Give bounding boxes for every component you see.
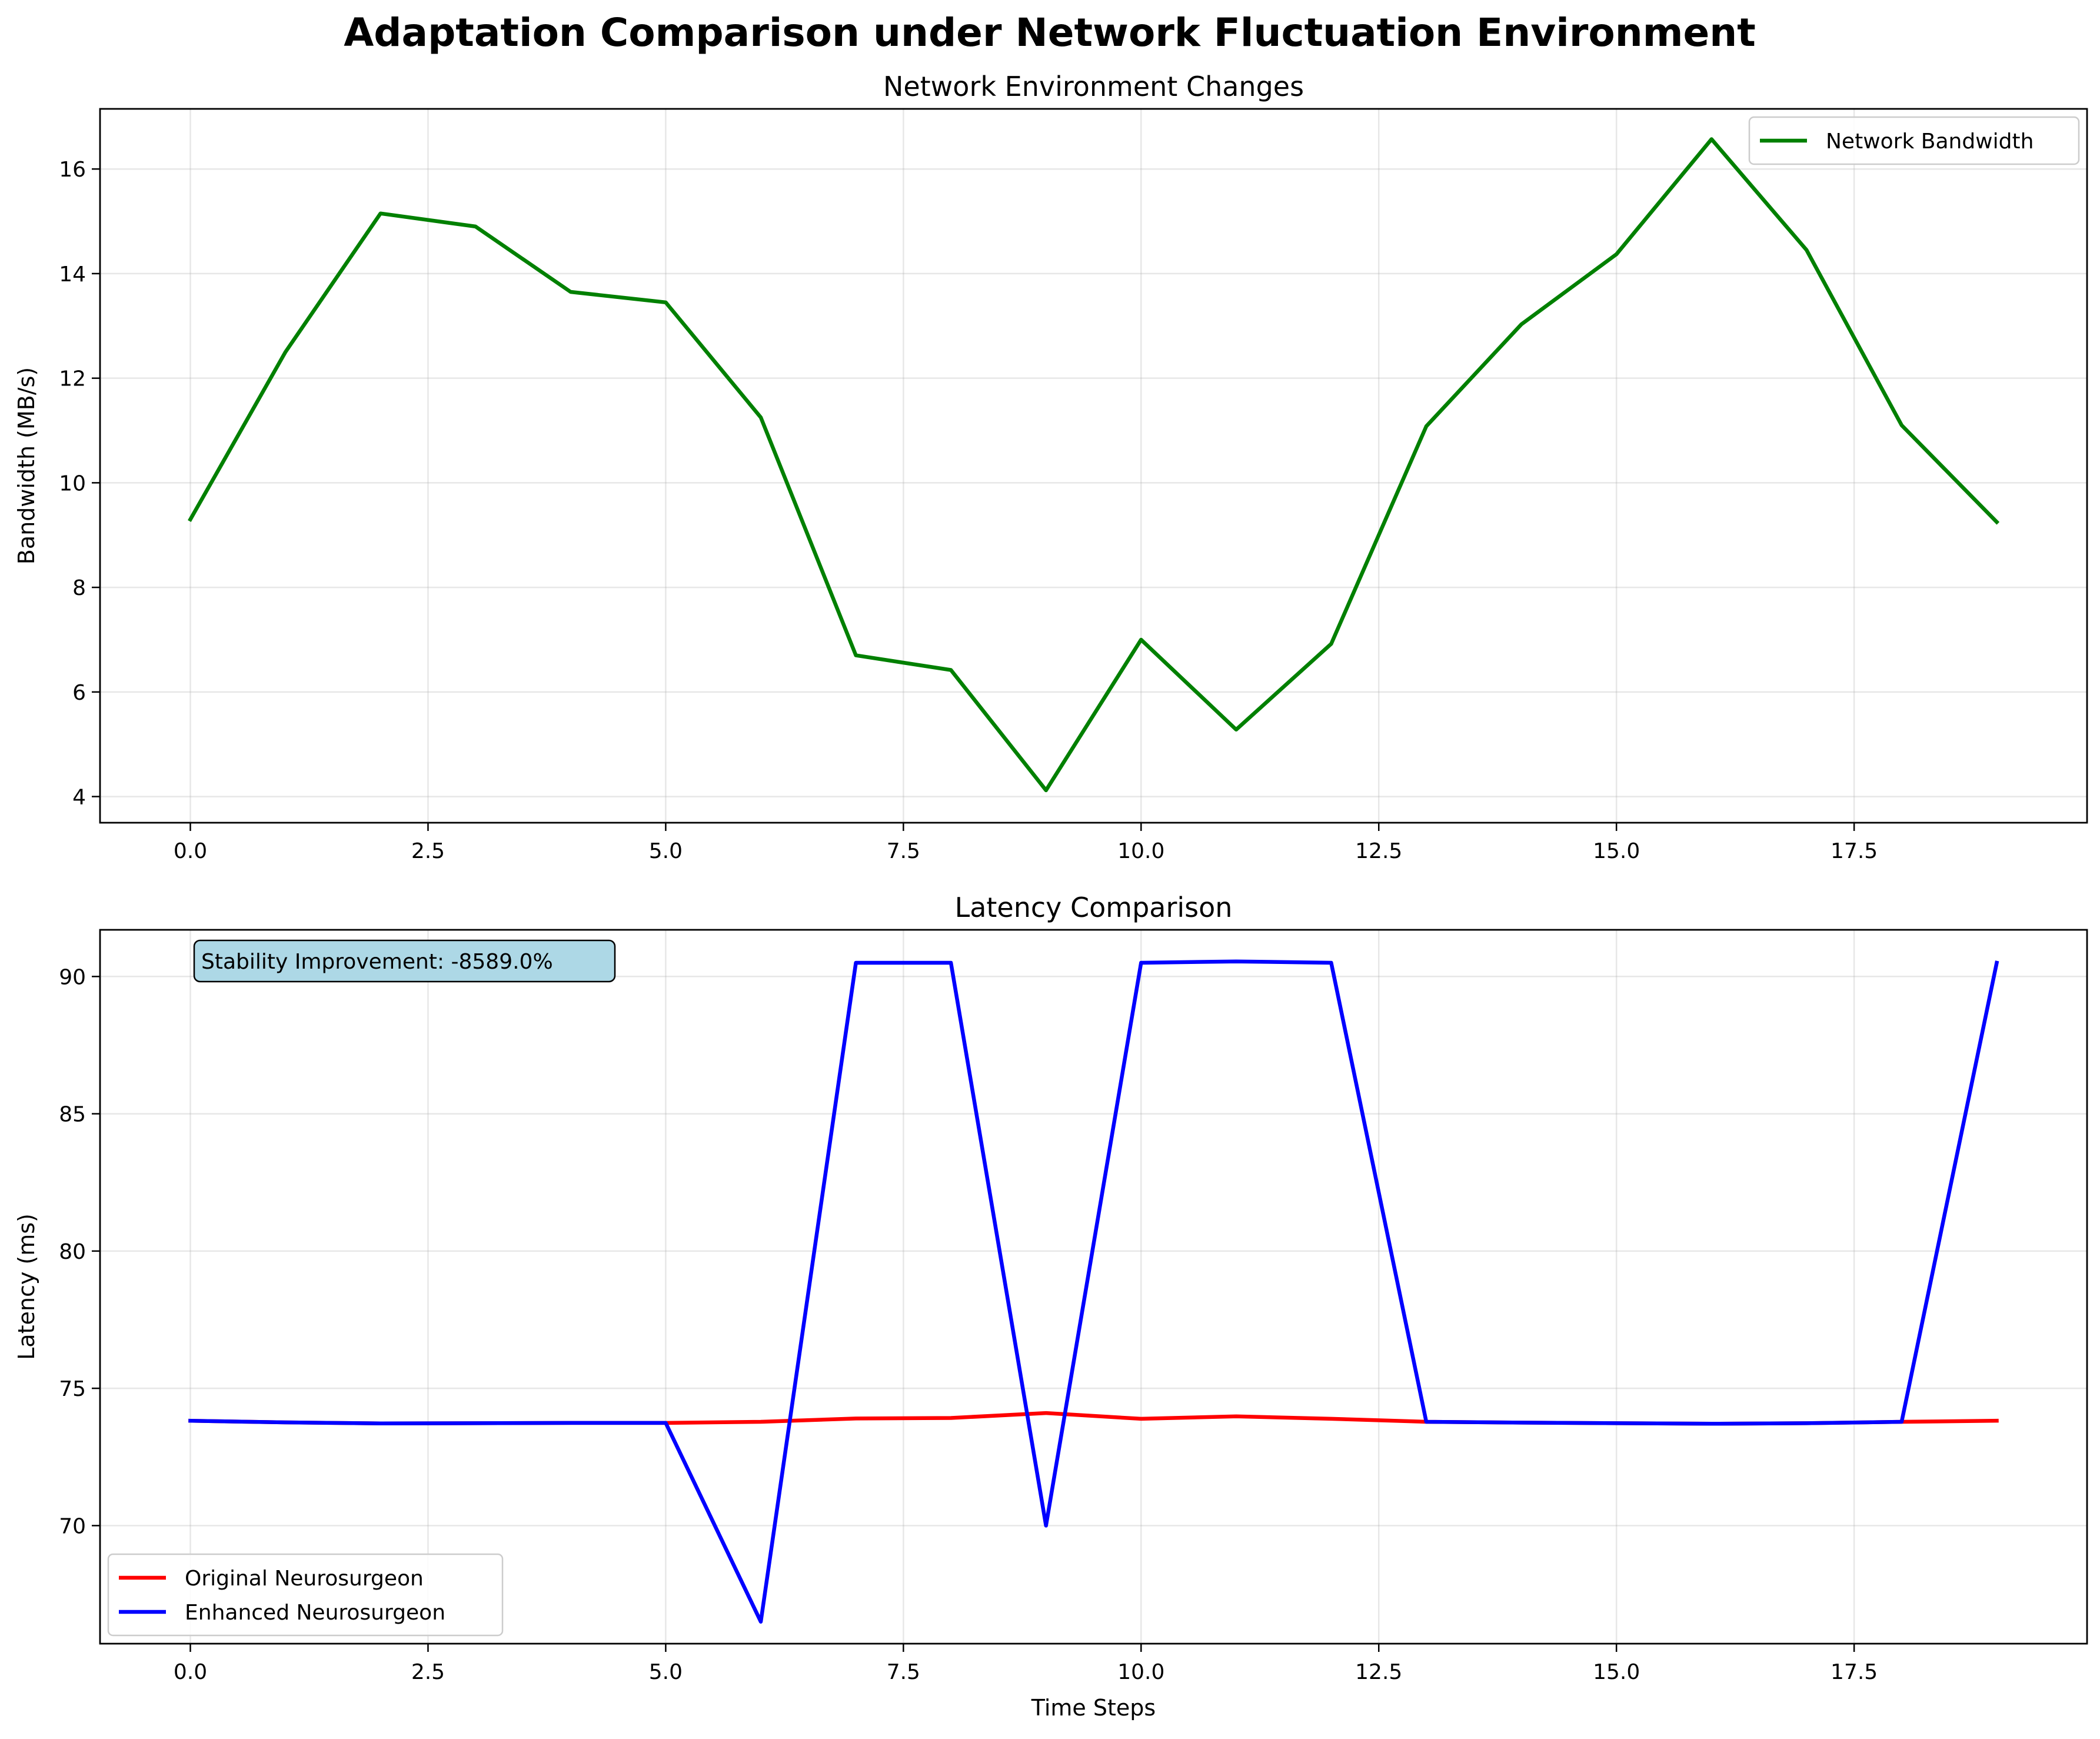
y-tick-label: 6 — [72, 681, 86, 705]
data-point — [1710, 1422, 1713, 1425]
y-tick-label: 70 — [59, 1514, 86, 1538]
data-point — [569, 1421, 573, 1425]
data-point — [1900, 424, 1903, 427]
legend-label: Network Bandwidth — [1826, 129, 2034, 154]
x-tick-label: 17.5 — [1831, 839, 1878, 863]
data-point — [1234, 1415, 1238, 1418]
y-tick-label: 8 — [72, 576, 86, 600]
data-point — [1044, 789, 1048, 792]
x-tick-label: 5.0 — [649, 1660, 683, 1684]
chart-title: Latency Comparison — [955, 892, 1233, 923]
data-point — [1329, 642, 1333, 646]
bandwidth-chart: Network Environment Changes 0.0 2.5 5.0 7.5 1… — [14, 71, 2088, 863]
data-point — [1234, 960, 1238, 963]
legend-label: Enhanced Neurosurgeon — [185, 1601, 445, 1625]
data-point — [759, 1420, 763, 1424]
x-tick-label: 2.5 — [411, 839, 445, 863]
data-point — [854, 654, 858, 657]
y-axis-label: Bandwidth (MB/s) — [14, 367, 39, 565]
x-tick-label: 7.5 — [887, 1660, 920, 1684]
data-point — [1425, 1420, 1428, 1424]
data-point — [759, 1620, 763, 1624]
legend: Network Bandwidth — [1748, 116, 2080, 165]
x-tick-label: 15.0 — [1593, 839, 1640, 863]
data-point — [1234, 728, 1238, 731]
data-point — [1710, 138, 1713, 141]
data-point — [189, 1419, 192, 1422]
data-point — [1520, 322, 1523, 326]
data-point — [854, 1417, 858, 1420]
data-point — [949, 961, 953, 965]
data-point — [284, 1421, 287, 1424]
data-point — [1044, 1524, 1048, 1527]
data-point — [569, 290, 573, 294]
data-point — [949, 1417, 953, 1420]
data-point — [474, 1421, 477, 1425]
x-tick-label: 7.5 — [887, 839, 920, 863]
y-tick-label: 75 — [59, 1377, 86, 1401]
chart-title: Network Environment Changes — [883, 71, 1304, 102]
x-tick-label: 10.0 — [1117, 1660, 1164, 1684]
x-tick-label: 2.5 — [411, 1660, 445, 1684]
y-tick-label: 90 — [59, 965, 86, 989]
data-point — [1900, 1420, 1903, 1424]
data-point — [1615, 1421, 1618, 1425]
data-point — [1995, 520, 1999, 524]
data-point — [1805, 248, 1808, 252]
x-tick-label: 15.0 — [1593, 1660, 1640, 1684]
x-axis-label: Time Steps — [1031, 1695, 1156, 1721]
data-point — [664, 1421, 667, 1425]
data-point — [759, 415, 763, 419]
data-point — [1329, 961, 1333, 965]
y-tick-label: 16 — [59, 158, 86, 182]
data-point — [1044, 1411, 1048, 1415]
y-tick-label: 80 — [59, 1240, 86, 1264]
y-axis-label: Latency (ms) — [14, 1213, 39, 1360]
series-line-2 — [188, 959, 1999, 1624]
y-tick-label: 85 — [59, 1103, 86, 1127]
annotation-box — [193, 939, 616, 983]
y-tick-label: 12 — [59, 367, 86, 391]
data-point — [284, 350, 287, 354]
data-point — [949, 669, 953, 672]
y-tick-label: 10 — [59, 471, 86, 496]
data-point — [1139, 638, 1143, 641]
data-point — [1520, 1421, 1523, 1424]
series-line-1 — [188, 137, 2000, 793]
x-tick-label: 0.0 — [174, 839, 207, 863]
data-point — [1139, 961, 1143, 965]
axes-frame — [99, 108, 2088, 824]
x-tick-label: 5.0 — [649, 839, 683, 863]
data-point — [379, 212, 382, 215]
data-point — [1995, 1419, 1999, 1422]
latency-chart: Latency Comparison 0.0 2.5 5.0 7.5 10.0 12.5 15… — [14, 892, 2088, 1721]
data-point — [379, 1422, 382, 1425]
data-point — [1805, 1421, 1808, 1425]
x-tick-label: 12.5 — [1355, 839, 1402, 863]
legend-box — [107, 1553, 504, 1637]
data-point — [1995, 961, 1999, 965]
data-point — [1615, 252, 1618, 256]
y-tick-label: 14 — [59, 262, 86, 287]
data-point — [474, 225, 477, 228]
data-point — [189, 518, 192, 521]
legend-label: Original Neurosurgeon — [185, 1567, 424, 1591]
data-point — [1329, 1417, 1333, 1421]
figure-suptitle: Adaptation Comparison under Network Fluc… — [344, 10, 1756, 55]
data-point — [1139, 1417, 1143, 1421]
annotation-text: Stability Improvement: -8589.0% — [201, 950, 553, 974]
x-tick-label: 10.0 — [1117, 839, 1164, 863]
x-tick-label: 0.0 — [174, 1660, 207, 1684]
data-point — [854, 961, 858, 965]
legend-box — [1748, 116, 2080, 165]
legend: Original Neurosurgeon Enhanced Neurosurge… — [107, 1553, 504, 1637]
axes-frame — [99, 929, 2088, 1645]
y-tick-label: 4 — [72, 786, 86, 810]
x-tick-label: 17.5 — [1831, 1660, 1878, 1684]
x-tick-label: 12.5 — [1355, 1660, 1402, 1684]
data-point — [1425, 424, 1428, 428]
data-point — [664, 301, 667, 304]
